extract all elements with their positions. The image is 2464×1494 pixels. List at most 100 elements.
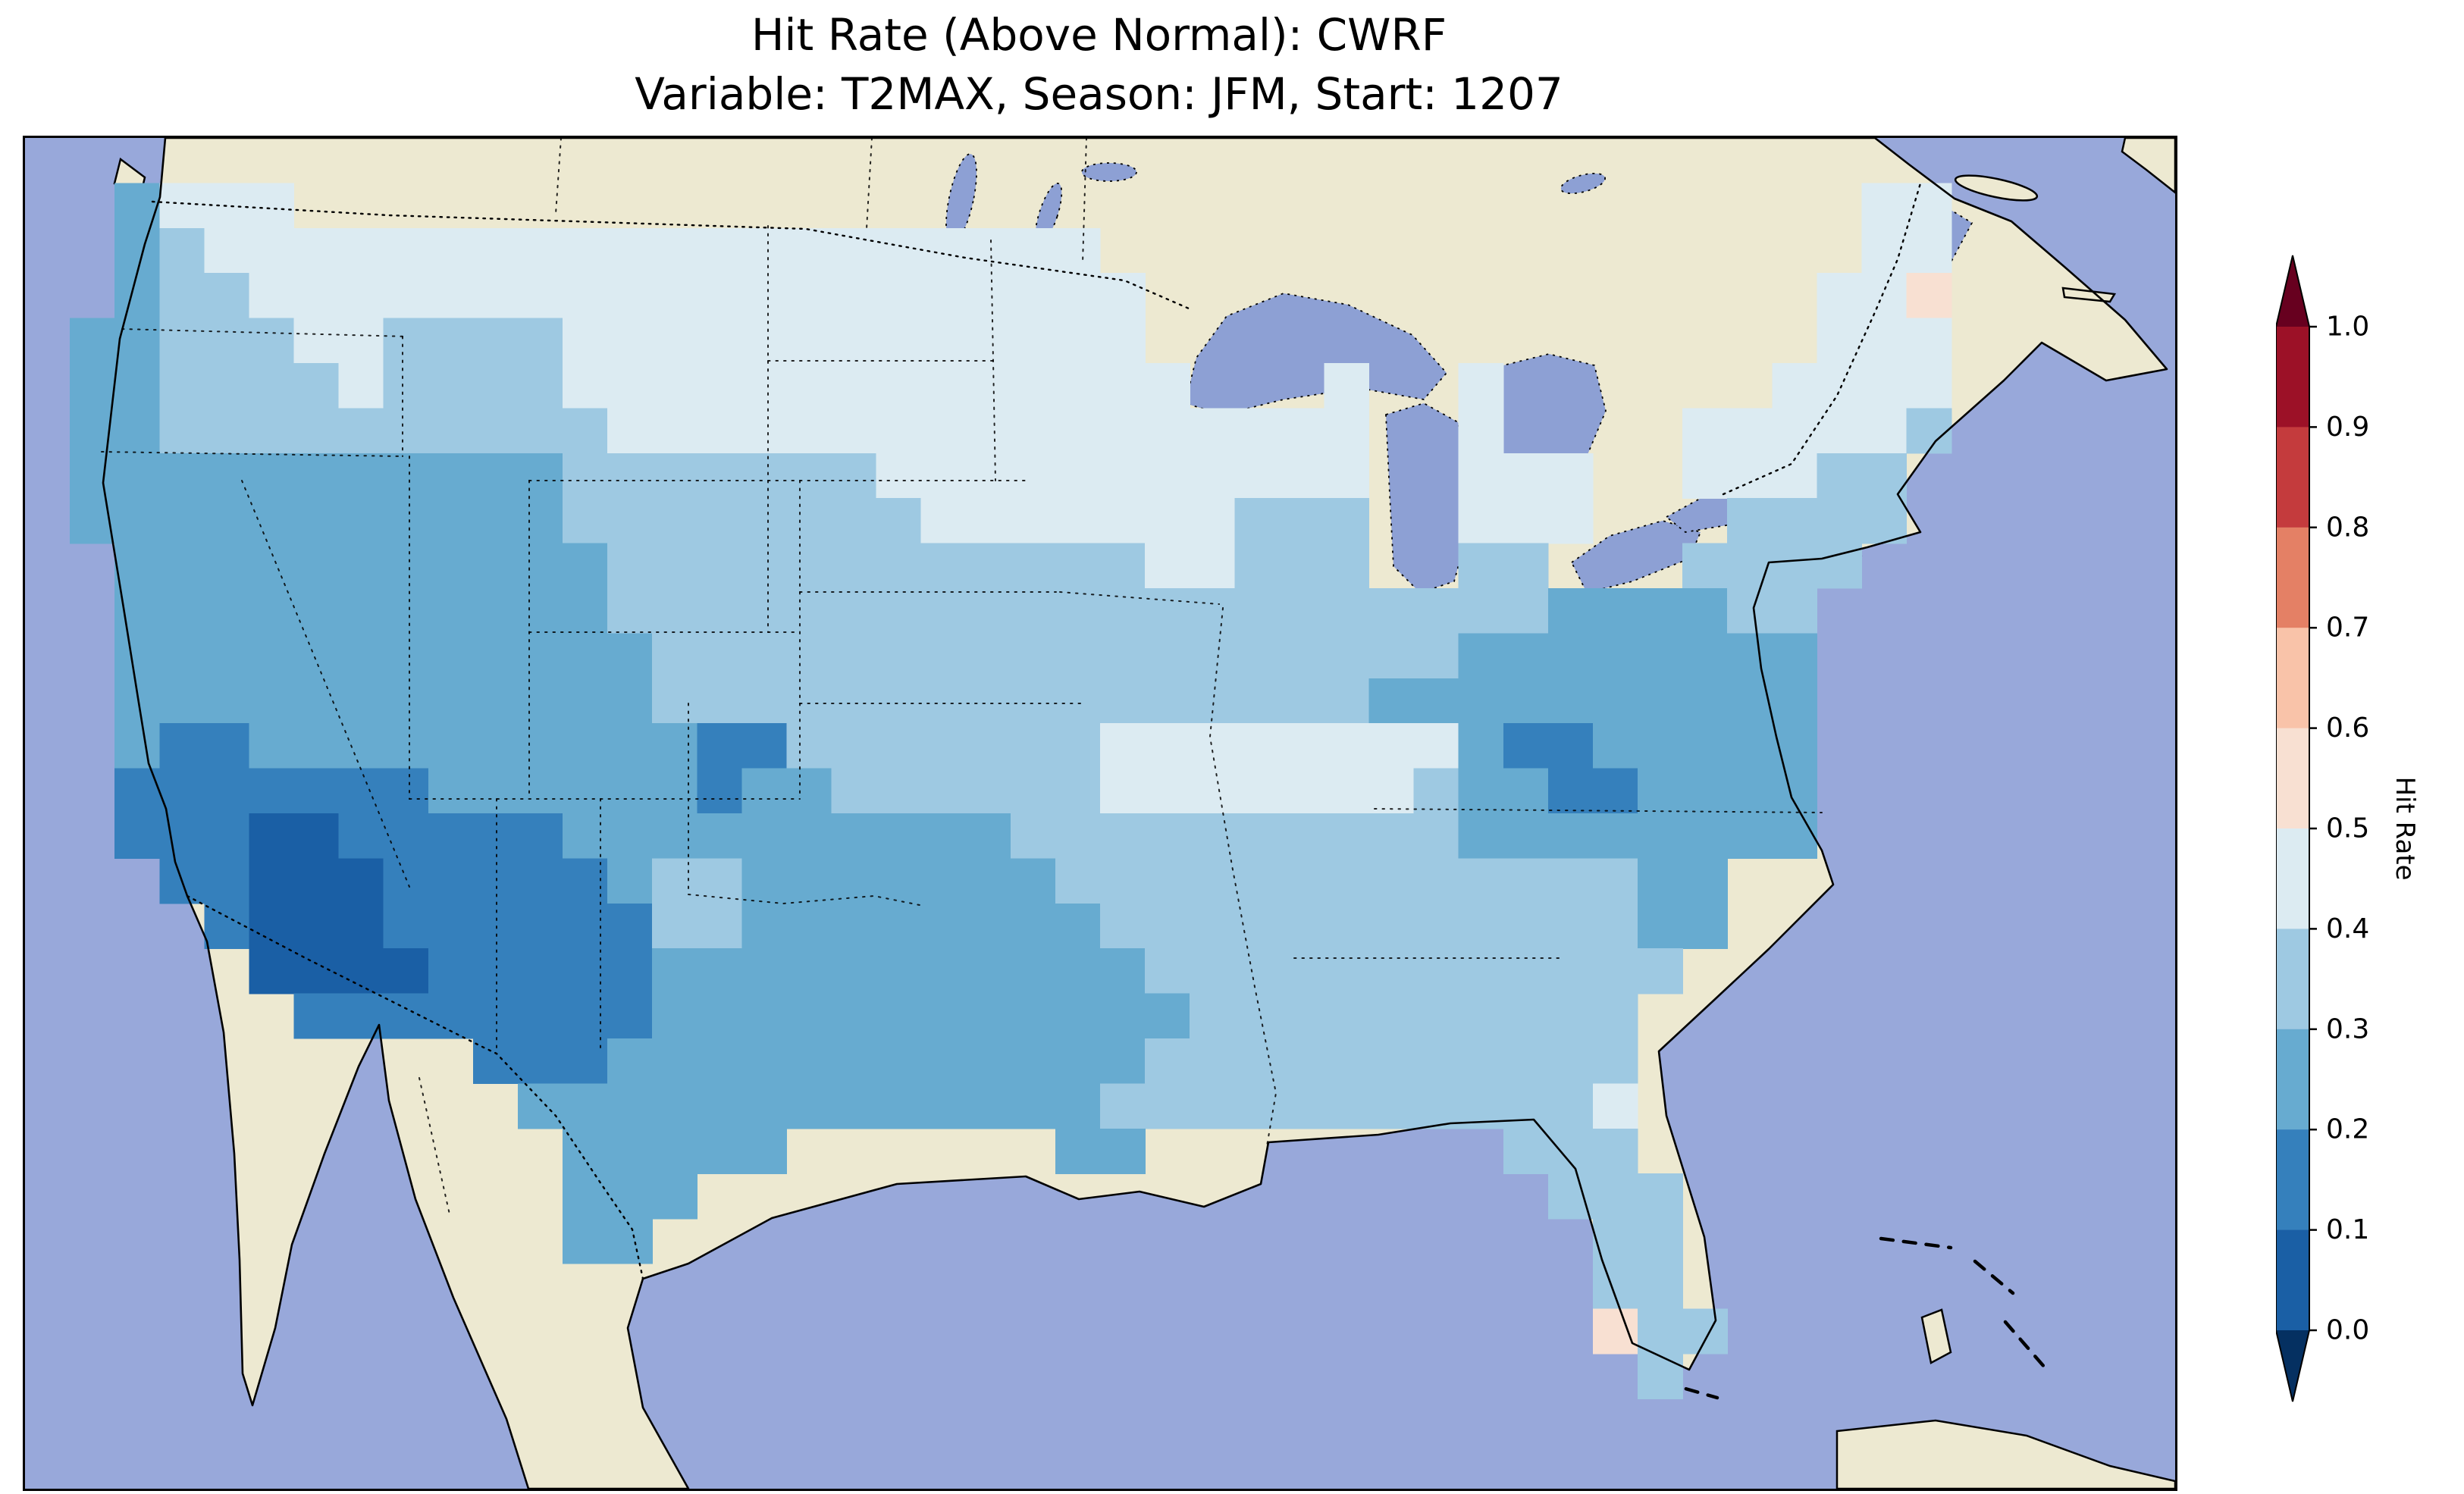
colorbar-band	[2276, 828, 2309, 930]
map-cell	[1592, 768, 1638, 814]
map-cell	[1100, 768, 1146, 814]
map-cell	[1234, 498, 1281, 544]
map-cell	[517, 813, 563, 860]
map-cell	[1772, 768, 1818, 814]
map-cell	[607, 903, 653, 949]
map-cell	[114, 227, 160, 274]
map-cell	[876, 543, 922, 589]
map-cell	[1100, 948, 1146, 994]
map-cell	[1010, 678, 1056, 724]
map-cell	[607, 498, 653, 544]
map-cell	[1503, 633, 1549, 679]
map-cell	[965, 858, 1011, 904]
map-cell	[1190, 633, 1235, 679]
map-cell	[1055, 948, 1101, 994]
map-cell	[786, 227, 832, 274]
map-cell	[1055, 273, 1101, 319]
map-cell	[1547, 1128, 1594, 1174]
map-cell	[159, 363, 205, 409]
map-cell	[1638, 1264, 1683, 1310]
map-cell	[1906, 408, 1952, 454]
map-cell	[1503, 1038, 1549, 1085]
map-cell	[741, 1128, 788, 1174]
map-cell	[876, 318, 922, 364]
map-cell	[741, 318, 788, 364]
map-cell	[965, 318, 1011, 364]
map-cell	[563, 543, 608, 589]
map-cell	[1279, 543, 1325, 589]
map-cell	[428, 858, 474, 904]
map-cell	[1638, 1308, 1683, 1355]
map-cell	[1324, 678, 1370, 724]
map-cell	[1817, 408, 1863, 454]
map-cell	[1234, 543, 1281, 589]
map-cell	[383, 588, 429, 634]
map-cell	[159, 408, 205, 454]
map-cell	[607, 543, 653, 589]
map-cell	[204, 227, 250, 274]
map-cell	[1592, 678, 1638, 724]
map-cell	[831, 723, 877, 769]
map-cell	[1100, 723, 1146, 769]
map-cell	[697, 273, 743, 319]
map-cell	[741, 768, 788, 814]
map-cell	[1727, 543, 1773, 589]
map-cell	[338, 723, 384, 769]
map-cell	[1145, 723, 1190, 769]
map-cell	[1324, 498, 1370, 544]
map-cell	[741, 453, 788, 499]
map-cell	[1368, 1083, 1415, 1129]
map-cell	[383, 318, 429, 364]
map-cell	[1638, 948, 1683, 994]
map-cell	[517, 363, 563, 409]
map-cell	[876, 993, 922, 1039]
map-cell	[607, 633, 653, 679]
map-cell	[293, 633, 340, 679]
map-cell	[965, 1038, 1011, 1085]
map-cell	[831, 1038, 877, 1085]
map-cell	[159, 813, 205, 860]
map-cell	[159, 183, 205, 229]
map-cell	[1190, 453, 1235, 499]
map-cell	[786, 633, 832, 679]
map-cell	[697, 318, 743, 364]
map-cell	[1279, 903, 1325, 949]
map-cell	[920, 813, 967, 860]
map-cell	[159, 588, 205, 634]
map-cell	[428, 633, 474, 679]
map-cell	[472, 948, 519, 994]
map-cell	[1547, 813, 1594, 860]
map-cell	[1055, 363, 1101, 409]
map-cell	[428, 768, 474, 814]
map-cell	[1055, 227, 1101, 274]
map-cell	[607, 768, 653, 814]
map-cell	[652, 678, 698, 724]
map-cell	[786, 453, 832, 499]
map-cell	[1368, 1038, 1415, 1085]
map-cell	[1817, 318, 1863, 364]
map-cell	[920, 543, 967, 589]
map-cell	[831, 948, 877, 994]
map-cell	[1727, 768, 1773, 814]
map-cell	[1413, 678, 1459, 724]
map-cell	[920, 948, 967, 994]
map-cell	[1145, 768, 1190, 814]
map-cell	[472, 813, 519, 860]
map-cell	[1324, 723, 1370, 769]
map-cell	[652, 543, 698, 589]
map-cell	[1413, 903, 1459, 949]
map-cell	[741, 227, 788, 274]
map-cell	[472, 633, 519, 679]
map-cell	[1727, 408, 1773, 454]
map-cell	[831, 1083, 877, 1129]
map-cell	[428, 948, 474, 994]
map-cell	[70, 498, 115, 544]
map-cell	[428, 588, 474, 634]
lake-superior	[1183, 293, 1448, 415]
map-cell	[114, 723, 160, 769]
map-cell	[249, 498, 295, 544]
map-cell	[607, 1038, 653, 1085]
map-cell	[517, 723, 563, 769]
map-cell	[741, 588, 788, 634]
map-cell	[563, 813, 608, 860]
